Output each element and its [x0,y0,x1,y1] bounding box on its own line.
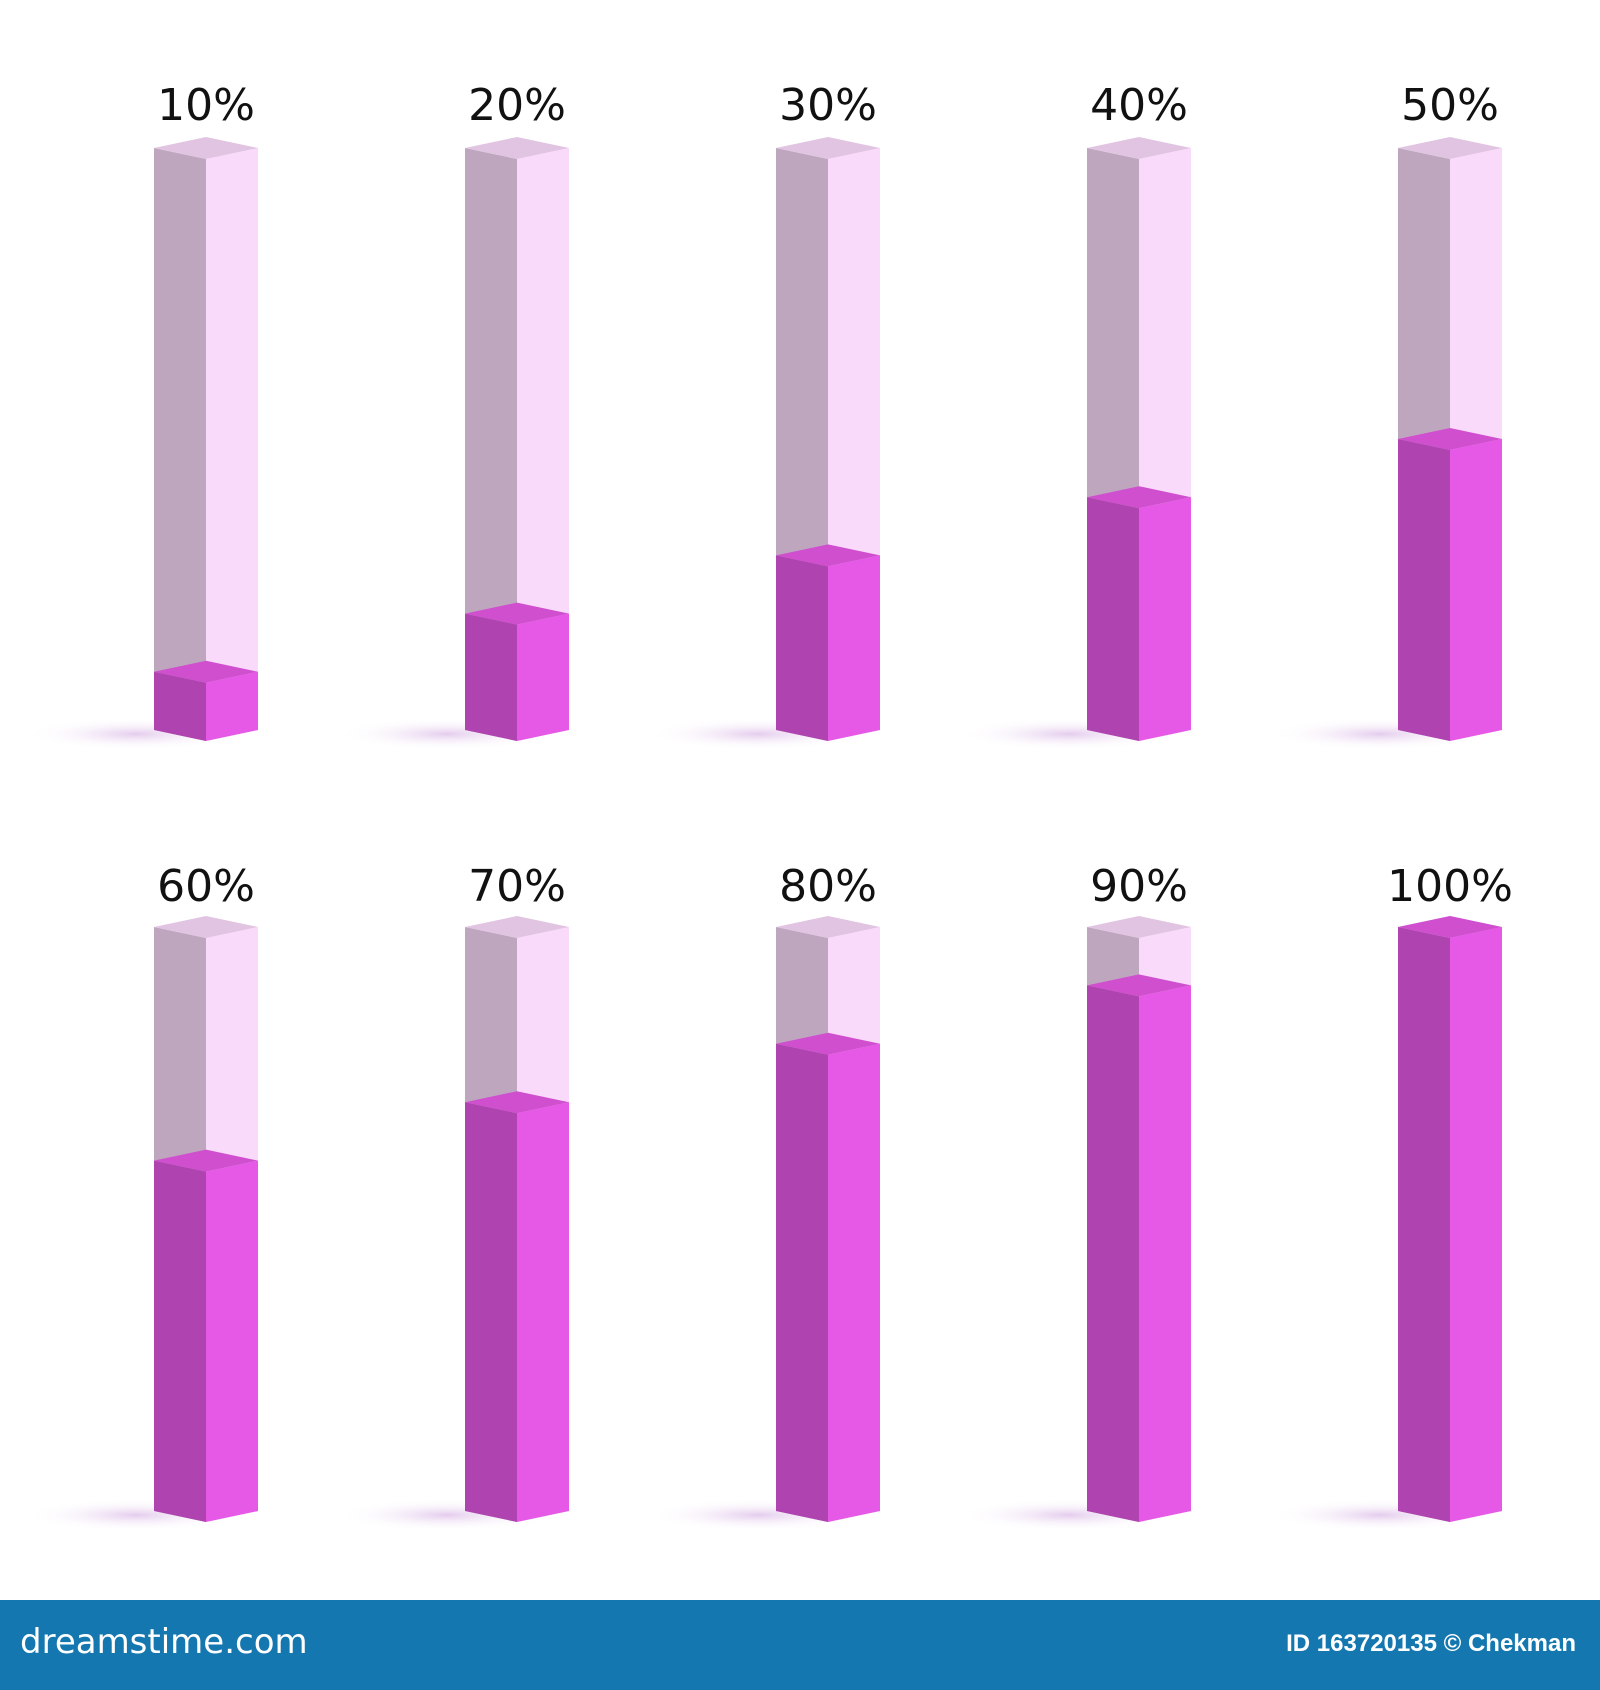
right-face [828,1043,880,1522]
top-face [465,1091,569,1114]
right-face [517,148,569,741]
top-face [776,544,880,567]
value-label: 50% [1401,80,1499,131]
left-face [1087,497,1139,741]
value-label: 20% [468,80,566,131]
bar [776,544,880,741]
right-face [517,613,569,741]
track [154,137,258,741]
right-face [1450,439,1502,741]
value-label: 90% [1090,861,1188,912]
right-face [1139,985,1191,1522]
right-face [1450,927,1502,1522]
top-face [1087,137,1191,159]
left-face [1087,985,1139,1522]
value-label: 30% [779,80,877,131]
top-face [465,602,569,625]
top-face [465,137,569,159]
top-face [776,1032,880,1055]
right-face [206,1160,258,1522]
top-face [154,916,258,938]
top-face [154,137,258,159]
right-face [517,1102,569,1522]
track [465,137,569,741]
left-face [465,148,517,741]
right-face [206,671,258,741]
left-face [776,555,828,741]
top-face [1087,916,1191,938]
right-face [206,148,258,741]
left-face [465,613,517,741]
top-face [1398,428,1502,450]
value-label: 40% [1090,80,1188,131]
bar [1087,486,1191,741]
top-face [465,916,569,938]
left-face [154,1160,206,1522]
top-face [1398,137,1502,159]
value-label: 100% [1387,861,1513,912]
left-face [776,1043,828,1522]
right-face [828,555,880,741]
left-face [154,148,206,741]
top-face [154,660,258,683]
bar [154,660,258,741]
left-face [154,671,206,741]
top-face [776,916,880,938]
bar [1398,916,1502,1522]
bar [1398,428,1502,741]
bar [465,602,569,741]
bar [1087,974,1191,1522]
bar [154,1149,258,1522]
bar [776,1032,880,1522]
value-label: 10% [157,80,255,131]
brand[interactable]: dreamstime.com [20,1622,308,1662]
value-label: 60% [157,861,255,912]
top-face [154,1149,258,1172]
value-label: 80% [779,861,877,912]
right-face [1139,497,1191,741]
top-face [1087,486,1191,509]
footer: dreamstime.com ID 163720135 © Chekman [0,1600,1600,1690]
left-face [1398,927,1450,1522]
top-face [1087,974,1191,997]
chart: 10% 20% 30% 40% 50% 60% 70% 80% 90% 100% [26,80,1513,1531]
value-label: 70% [468,861,566,912]
top-face [776,137,880,159]
bar [465,1091,569,1522]
left-face [465,1102,517,1522]
top-face [1398,916,1502,938]
credit: ID 163720135 © Chekman [1286,1630,1576,1657]
left-face [1398,439,1450,741]
